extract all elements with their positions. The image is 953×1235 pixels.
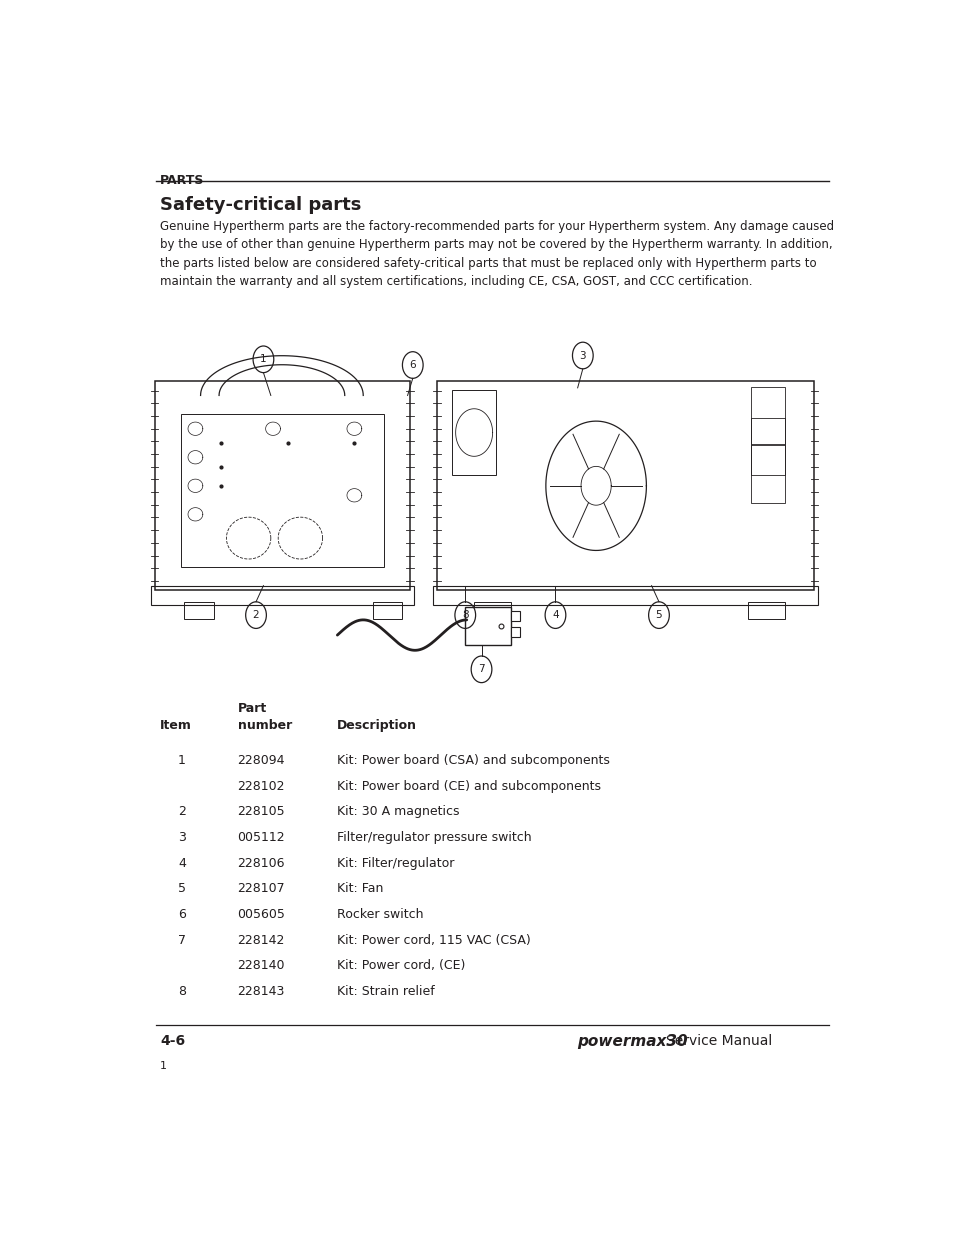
Text: 228142: 228142 (237, 934, 285, 947)
Text: 228106: 228106 (237, 857, 285, 869)
Text: 2: 2 (178, 805, 186, 819)
Bar (180, 415, 383, 567)
Text: 228107: 228107 (237, 882, 285, 895)
Text: 6: 6 (409, 361, 416, 370)
Bar (452, 390, 496, 475)
Bar (184, 601, 213, 619)
Text: 3: 3 (178, 831, 186, 844)
Text: Service Manual: Service Manual (665, 1035, 772, 1049)
Text: 228102: 228102 (237, 779, 285, 793)
Text: Kit: Filter/regulator: Kit: Filter/regulator (337, 857, 455, 869)
Text: Kit: Power cord, 115 VAC (CSA): Kit: Power cord, 115 VAC (CSA) (337, 934, 531, 947)
Text: 2: 2 (253, 610, 259, 620)
Text: 7: 7 (178, 934, 186, 947)
Text: 5: 5 (655, 610, 661, 620)
Bar (474, 601, 511, 619)
Bar (373, 601, 402, 619)
Text: 4: 4 (178, 857, 186, 869)
Text: 228140: 228140 (237, 960, 285, 972)
Text: 228143: 228143 (237, 986, 285, 998)
Text: 8: 8 (178, 986, 186, 998)
Text: 3: 3 (578, 351, 585, 361)
Bar (151, 585, 413, 605)
Bar (751, 419, 783, 475)
Bar (751, 387, 783, 443)
Text: Kit: Power board (CE) and subcomponents: Kit: Power board (CE) and subcomponents (337, 779, 600, 793)
Text: Filter/regulator pressure switch: Filter/regulator pressure switch (337, 831, 532, 844)
Text: 005605: 005605 (237, 908, 285, 921)
Text: Safety-critical parts: Safety-critical parts (160, 196, 361, 214)
Text: 1: 1 (160, 1061, 167, 1071)
Text: 5: 5 (178, 882, 186, 895)
Text: powermax30: powermax30 (577, 1035, 687, 1050)
Text: 228105: 228105 (237, 805, 285, 819)
Text: 7: 7 (477, 664, 484, 674)
Text: Kit: Strain relief: Kit: Strain relief (337, 986, 435, 998)
Text: 8: 8 (461, 610, 468, 620)
Text: 4-6: 4-6 (160, 1035, 185, 1049)
Bar (747, 601, 783, 619)
Text: 005112: 005112 (237, 831, 285, 844)
Text: 1: 1 (260, 354, 267, 364)
Bar (154, 382, 410, 590)
Text: Kit: Power cord, (CE): Kit: Power cord, (CE) (337, 960, 465, 972)
Text: Kit: Power board (CSA) and subcomponents: Kit: Power board (CSA) and subcomponents (337, 753, 610, 767)
Bar (511, 627, 519, 637)
Text: number: number (237, 719, 292, 732)
Text: Description: Description (337, 719, 416, 732)
Text: 228094: 228094 (237, 753, 285, 767)
Bar (465, 606, 511, 645)
Bar (511, 611, 519, 621)
Text: Item: Item (160, 719, 192, 732)
Text: 1: 1 (178, 753, 186, 767)
Text: Kit: Fan: Kit: Fan (337, 882, 383, 895)
Bar (433, 585, 817, 605)
Text: 6: 6 (178, 908, 186, 921)
Bar (436, 382, 813, 590)
Text: Rocker switch: Rocker switch (337, 908, 423, 921)
Bar (751, 446, 783, 503)
Text: Part: Part (237, 701, 267, 715)
Text: Genuine Hypertherm parts are the factory-recommended parts for your Hypertherm s: Genuine Hypertherm parts are the factory… (160, 220, 833, 288)
Text: PARTS: PARTS (160, 174, 204, 186)
Text: 4: 4 (552, 610, 558, 620)
Text: Kit: 30 A magnetics: Kit: 30 A magnetics (337, 805, 459, 819)
